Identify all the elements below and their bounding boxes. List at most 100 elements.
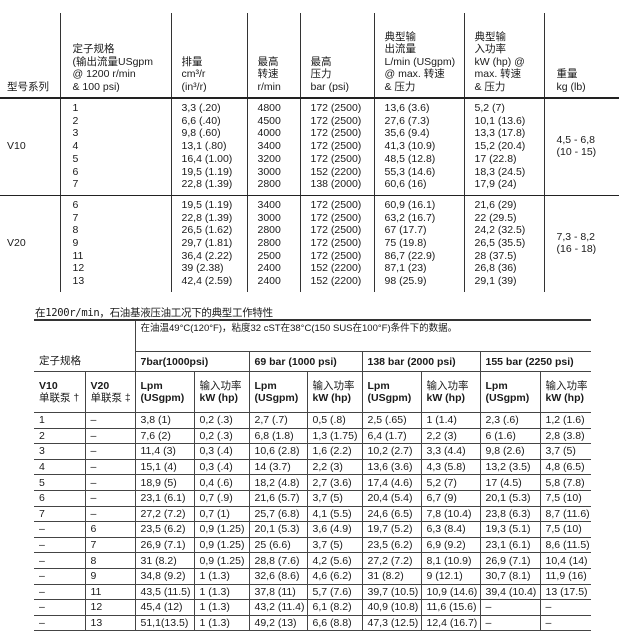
cell: 172 (2500): [311, 212, 374, 225]
cell: 1 (1.3): [194, 584, 249, 600]
cell: 86,7 (22.9): [385, 250, 464, 263]
cell: 6,6 (8.8): [307, 615, 362, 631]
text-line: 4,5 - 6,8: [557, 134, 619, 147]
cell: –: [85, 506, 135, 522]
cell: 4,1 (5.5): [307, 506, 362, 522]
cell: 3400: [258, 140, 300, 153]
cell: 6,3 (8.4): [421, 522, 480, 538]
text-line: kW (hp): [546, 392, 592, 404]
cell: 17,9 (24): [475, 178, 544, 191]
cell: 3,3 (.20): [182, 102, 247, 115]
cell: 2400: [258, 262, 300, 275]
cell: 172 (2500): [311, 199, 374, 212]
text-line: 转速: [258, 68, 300, 81]
cell: 0,9 (1.25): [194, 522, 249, 538]
cell: 8,1 (10.9): [421, 553, 480, 569]
cell: 60,9 (16.1): [385, 199, 464, 212]
cell: –: [34, 522, 85, 538]
cell: 0,7 (1): [194, 506, 249, 522]
cell: 12,4 (16.7): [421, 615, 480, 631]
cell: 51,1(13.5): [135, 615, 194, 631]
cell: 21,6 (5.7): [249, 490, 307, 506]
text-line: cm³/r: [182, 68, 247, 81]
text-line: @ 1200 r/min: [73, 68, 171, 81]
cell: 8: [73, 224, 171, 237]
cell: 2,5 (.65): [362, 413, 421, 429]
performance-table-title: 在1200r/min，石油基液压油工况下的典型工作特性: [35, 305, 273, 320]
cell: –: [34, 615, 85, 631]
cell: 14 (3.7): [249, 459, 307, 475]
cell: 172 (2500): [311, 127, 374, 140]
table-row: 7–27,2 (7.2)0,7 (1)25,7 (6.8)4,1 (5.5)24…: [34, 506, 591, 522]
cell: 3,7 (5): [307, 537, 362, 553]
column-values: 3,3 (.20)6,6 (.40)9,8 (.60)13,1 (.80)16,…: [171, 98, 247, 195]
cell: 2,2 (3): [307, 459, 362, 475]
cell: –: [85, 490, 135, 506]
cell: 3: [34, 444, 85, 460]
cell: 4500: [258, 115, 300, 128]
text-line: 输入功率: [427, 380, 480, 392]
cell: 6: [85, 522, 135, 538]
cell: 10,1 (13.6): [475, 115, 544, 128]
cell: 28,8 (7.6): [249, 553, 307, 569]
cell: 36,4 (2.22): [182, 250, 247, 263]
cell: 31 (8.2): [362, 568, 421, 584]
cell: 39,7 (10.5): [362, 584, 421, 600]
cell: 41,3 (10.9): [385, 140, 464, 153]
cell: 20,1 (5.3): [249, 522, 307, 538]
cell: 1 (1.4): [421, 413, 480, 429]
cell: 3000: [258, 166, 300, 179]
cell: 4000: [258, 127, 300, 140]
cell: –: [85, 459, 135, 475]
cell: 9: [73, 237, 171, 250]
cell: 10,4 (14): [540, 553, 591, 569]
cell: –: [34, 568, 85, 584]
cell: 22,8 (1.39): [182, 212, 247, 225]
cell: 43,2 (11.4): [249, 600, 307, 616]
cell: 0,3 (.4): [194, 459, 249, 475]
cell: 0,7 (.9): [194, 490, 249, 506]
text-line: (USgpm): [141, 392, 194, 404]
cell: 28 (37.5): [475, 250, 544, 263]
cell: 15,2 (20.4): [475, 140, 544, 153]
text-line: & 100 psi): [73, 81, 171, 94]
cell: 2800: [258, 224, 300, 237]
cell: 1 (1.3): [194, 615, 249, 631]
cell: 31 (8.2): [135, 553, 194, 569]
cell: 0,2 (.3): [194, 413, 249, 429]
cell: 40,9 (10.8): [362, 600, 421, 616]
series-name: V10: [0, 98, 60, 195]
cell: 32,6 (8.6): [249, 568, 307, 584]
text-line: & 压力: [385, 81, 464, 94]
cell: 6,7 (9): [421, 490, 480, 506]
text-line: kg (lb): [557, 81, 619, 94]
cell: 3,6 (4.9): [307, 522, 362, 538]
cell: –: [540, 615, 591, 631]
cell: 20,1 (5.3): [480, 490, 540, 506]
text-line: @ max. 转速: [385, 68, 464, 81]
cell: 17 (22.8): [475, 153, 544, 166]
cell: 23,8 (6.3): [480, 506, 540, 522]
lpm-header: Lpm(USgpm): [362, 372, 421, 413]
text-line: 压力: [311, 68, 374, 81]
cell: 98 (25.9): [385, 275, 464, 288]
cell: 138 (2000): [311, 178, 374, 191]
cell: 45,4 (12): [135, 600, 194, 616]
cell: 8: [85, 553, 135, 569]
text-line: 定子规格: [73, 43, 171, 56]
cell: 1,6 (2.2): [307, 444, 362, 460]
text-line: V10: [39, 380, 85, 392]
text-line: (USgpm): [368, 392, 421, 404]
cell: 26,8 (36): [475, 262, 544, 275]
